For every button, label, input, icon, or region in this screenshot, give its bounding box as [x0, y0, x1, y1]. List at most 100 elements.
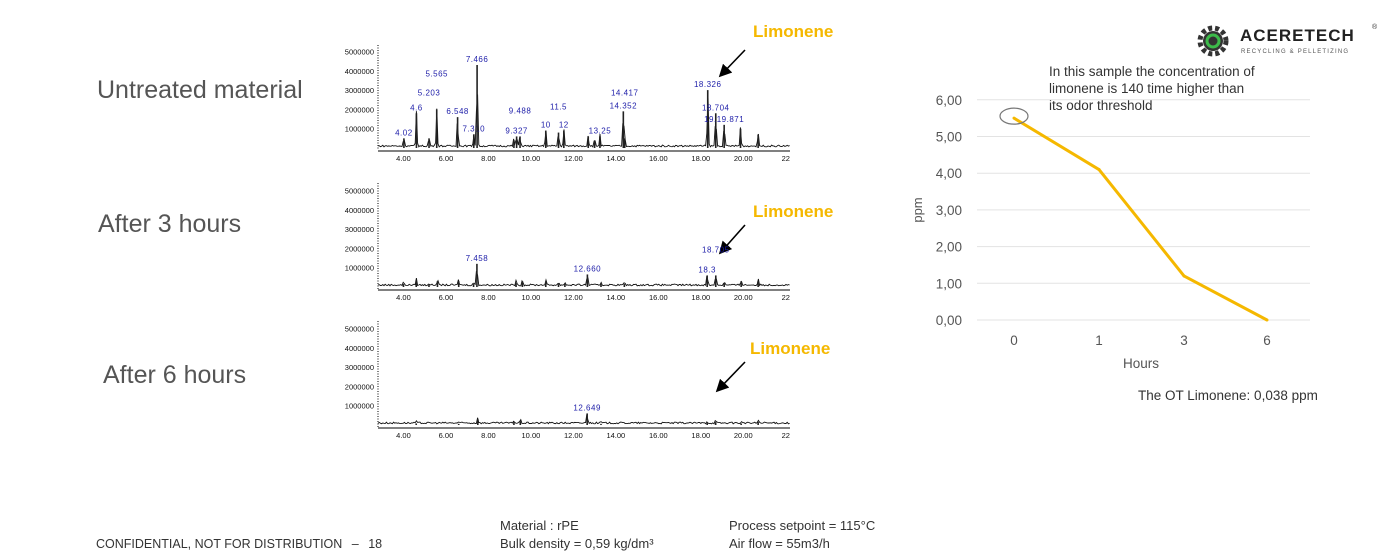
- y-tick-label: 3000000: [345, 225, 374, 234]
- x-tick-label: 14.00: [606, 154, 625, 163]
- peak-label: 12.660: [574, 264, 602, 273]
- peak-label: 18.326: [694, 80, 722, 89]
- highlight-ellipse: [999, 107, 1029, 125]
- y-tick-label: 5000000: [345, 325, 374, 334]
- peak-label: 19.19.871: [704, 115, 744, 124]
- x-tick-label: 3: [1180, 333, 1188, 348]
- row-label-6h: After 6 hours: [103, 361, 247, 389]
- peak-label: 7.466: [466, 55, 489, 64]
- x-tick-label: 10.00: [522, 154, 541, 163]
- x-tick-label: 16.00: [649, 293, 668, 302]
- arrow-icon: [715, 361, 746, 393]
- row-label-untreated: Untreated material: [97, 76, 303, 104]
- x-tick-label: 20.00: [734, 431, 753, 440]
- y-tick-label: 2000000: [345, 105, 374, 114]
- bulk-density-text: Bulk density = 0,59 kg/dm³: [500, 536, 654, 551]
- logo-name: ACERETECH: [1240, 26, 1355, 45]
- peak-label: 11.5: [550, 103, 567, 112]
- peak-label: 7.458: [466, 254, 489, 263]
- arrow-icon: [718, 49, 746, 78]
- peak-label: 9.488: [509, 106, 532, 115]
- limonene-label-3: Limonene: [750, 339, 831, 358]
- y-tick-label: 1000000: [345, 402, 374, 411]
- y-tick-label: 5000000: [345, 48, 374, 57]
- x-tick-label: 12.00: [564, 293, 583, 302]
- aceretech-logo: ACERETECH ® RECYCLING & PELLETIZING: [1196, 24, 1386, 62]
- x-tick-label: 6.00: [439, 154, 454, 163]
- y-tick-label: 5,00: [936, 130, 962, 145]
- y-tick-label: 4,00: [936, 166, 962, 181]
- chromatogram-trace: [377, 414, 790, 425]
- x-tick-label: 8.00: [481, 293, 496, 302]
- y-tick-label: 5000000: [345, 187, 374, 196]
- x-tick-label: 4.00: [396, 154, 411, 163]
- x-axis-title: Hours: [1123, 356, 1159, 371]
- chromatogram-trace: [377, 94, 790, 148]
- limonene-series-line: [1013, 116, 1268, 322]
- chromatogram-3h: 1000000 2000000 3000000 4000000 5000000 4.00 6…: [345, 183, 790, 302]
- y-tick-label: 4000000: [345, 206, 374, 215]
- arrow-icon: [718, 224, 746, 255]
- x-tick-label: 1: [1095, 333, 1103, 348]
- data-point: [1012, 116, 1016, 120]
- y-tick-label: 1000000: [345, 264, 374, 273]
- ot-note: The OT Limonene: 0,038 ppm: [1138, 388, 1318, 403]
- y-tick-label: 3,00: [936, 203, 962, 218]
- x-tick-label: 10.00: [522, 431, 541, 440]
- peak-label: 14.417: [611, 88, 639, 97]
- x-tick-label: 18.00: [691, 293, 710, 302]
- peak-label: 7.310: [463, 124, 486, 133]
- material-info: Material : rPE Bulk density = 0,59 kg/dm…: [500, 517, 654, 553]
- chromatogram-6h: 1000000 2000000 3000000 4000000 5000000 4.00 6…: [345, 321, 790, 440]
- y-tick-label: 6,00: [936, 93, 962, 108]
- footer-dash: –: [351, 537, 359, 551]
- x-tick-label: 6.00: [439, 431, 454, 440]
- page-number: 18: [368, 537, 383, 551]
- peak-label: 9.327: [505, 126, 528, 135]
- y-tick-label: 2000000: [345, 244, 374, 253]
- data-point: [1265, 318, 1269, 322]
- data-point: [1097, 168, 1101, 172]
- setpoint-text: Process setpoint = 115°C: [729, 518, 876, 533]
- footer-confidential: CONFIDENTIAL, NOT FOR DISTRIBUTION – 18: [96, 537, 382, 551]
- chromatogram-trace: [377, 270, 790, 287]
- x-tick-label: 12.00: [564, 154, 583, 163]
- x-tick-label: 22: [782, 154, 790, 163]
- x-tick-label: 22: [782, 431, 790, 440]
- x-tick-label: 4.00: [396, 431, 411, 440]
- gear-recycle-icon: [1197, 25, 1229, 57]
- x-tick-label: 6.00: [439, 293, 454, 302]
- y-tick-label: 4000000: [345, 67, 374, 76]
- confidential-text: CONFIDENTIAL, NOT FOR DISTRIBUTION: [96, 537, 343, 551]
- material-text: Material : rPE: [500, 518, 579, 533]
- peak-label: 12.649: [573, 403, 601, 412]
- peak-label: 14.352: [610, 101, 638, 110]
- data-point: [1182, 274, 1186, 278]
- x-tick-label: 18.00: [691, 431, 710, 440]
- x-tick-label: 0: [1010, 333, 1018, 348]
- peak-label: 18.3: [698, 265, 716, 274]
- callout-text: In this sample the concentration of limo…: [1049, 63, 1259, 114]
- peak-label: 12: [559, 121, 569, 130]
- x-tick-label: 10.00: [522, 293, 541, 302]
- x-tick-label: 14.00: [606, 431, 625, 440]
- x-tick-label: 20.00: [734, 293, 753, 302]
- y-tick-label: 2000000: [345, 382, 374, 391]
- logo-tagline: RECYCLING & PELLETIZING: [1241, 49, 1350, 55]
- peak-label: 13.25: [589, 126, 612, 135]
- peak-label: 5.565: [425, 69, 448, 78]
- y-tick-label: 2,00: [936, 240, 962, 255]
- peak-label: 5.203: [418, 88, 441, 97]
- peak-label: 10: [541, 121, 551, 130]
- limonene-label-1: Limonene: [753, 22, 834, 41]
- x-tick-label: 8.00: [481, 431, 496, 440]
- x-tick-label: 16.00: [649, 431, 668, 440]
- limonene-line-chart: 0,00 1,00 2,00 3,00 4,00 5,00 6,00 0 1 3 6 Hours ppm: [910, 93, 1310, 371]
- x-tick-label: 8.00: [481, 154, 496, 163]
- y-tick-label: 3000000: [345, 363, 374, 372]
- x-tick-label: 12.00: [564, 431, 583, 440]
- x-tick-label: 16.00: [649, 154, 668, 163]
- y-axis-title: ppm: [910, 197, 925, 222]
- y-tick-label: 1000000: [345, 125, 374, 134]
- peak-label: 18.705: [702, 245, 730, 254]
